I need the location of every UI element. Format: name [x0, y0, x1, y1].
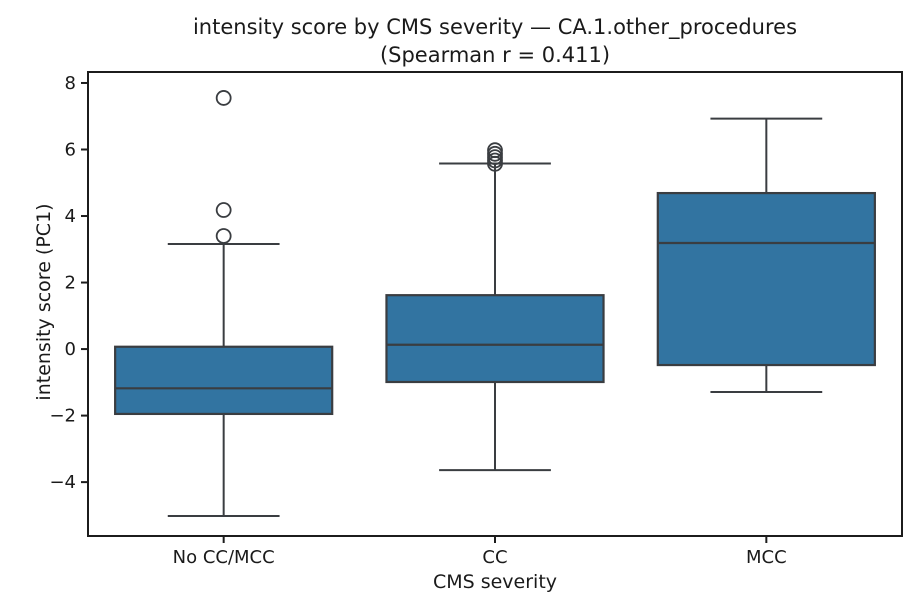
y-axis-label: intensity score (PC1)	[33, 203, 55, 401]
chart-title: intensity score by CMS severity — CA.1.o…	[192, 15, 798, 39]
outlier-marker-no-cc-mcc	[215, 202, 232, 218]
chart-subtitle: (Spearman r = 0.411)	[379, 43, 611, 67]
y-tick-label: −2	[49, 406, 76, 427]
chart-title-block: intensity score by CMS severity — CA.1.o…	[88, 13, 902, 69]
outlier-marker-no-cc-mcc	[215, 90, 232, 106]
x-axis-label: CMS severity	[432, 571, 558, 593]
x-tick-label: CC	[482, 547, 507, 568]
x-tick-label: No CC/MCC	[173, 547, 275, 568]
y-tick-label: 0	[65, 339, 76, 360]
outlier-marker-no-cc-mcc	[215, 228, 232, 244]
x-tick-label: MCC	[746, 547, 787, 568]
y-tick-label: 8	[65, 73, 76, 94]
iqr-box-cc	[385, 294, 605, 384]
iqr-box-mcc	[656, 191, 876, 367]
y-tick-label: −4	[49, 472, 76, 493]
y-tick-label: 6	[65, 139, 76, 160]
y-tick-label: 2	[65, 273, 76, 294]
outlier-marker-cc	[487, 142, 503, 159]
iqr-box-no-cc-mcc	[114, 345, 334, 416]
y-tick-label: 4	[65, 206, 76, 227]
